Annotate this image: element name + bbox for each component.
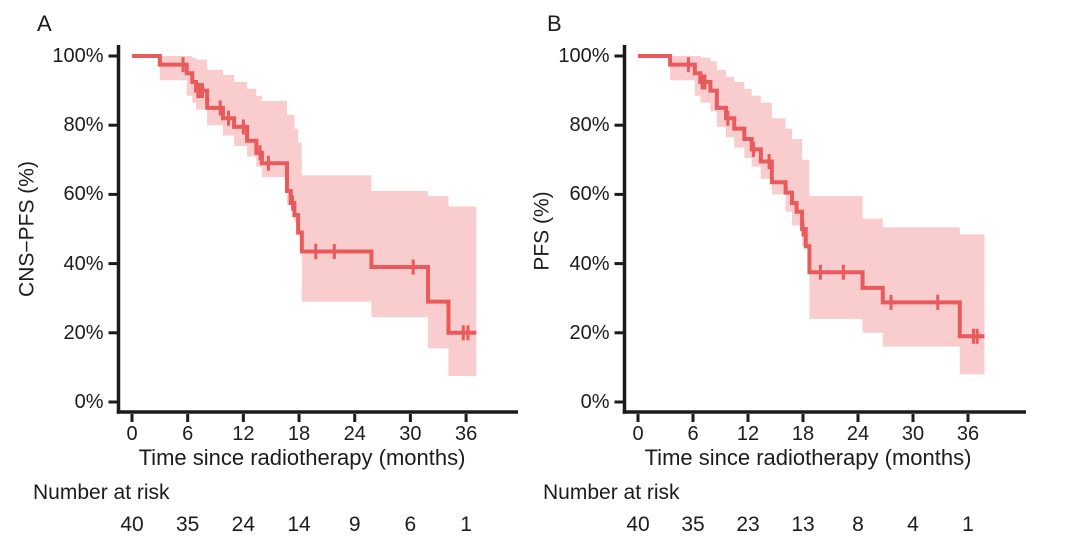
confidence-band-a (159, 56, 477, 377)
y-tick-label-b: 60% (569, 183, 610, 206)
x-tick-label-b: 12 (736, 423, 760, 445)
risk-count-b: 4 (907, 513, 919, 536)
y-tick-label-a: 80% (63, 114, 104, 137)
y-tick-label-b: 0% (580, 391, 610, 413)
x-tick-label-b: 24 (846, 423, 870, 445)
panel-a-y-axis-title: CNS−PFS (%) (15, 161, 39, 297)
x-tick-label-a: 30 (399, 423, 422, 445)
panel-b-number-at-risk-label: Number at risk (543, 481, 680, 504)
panel-b-x-axis-title: Time since radiotherapy (months) (644, 445, 972, 470)
y-tick-label-a: 0% (74, 391, 104, 413)
x-tick-label-b: 18 (791, 423, 815, 445)
y-tick-label-b: 80% (569, 114, 610, 137)
x-tick-label-b: 0 (632, 423, 644, 445)
panel-a-x-axis-title: Time since radiotherapy (months) (138, 445, 466, 470)
risk-count-b: 1 (962, 513, 974, 536)
panel-a-number-at-risk-label: Number at risk (33, 481, 170, 504)
risk-count-b: 23 (736, 513, 760, 536)
x-tick-label-b: 30 (901, 423, 925, 445)
risk-count-a: 14 (287, 513, 311, 536)
y-tick-label-a: 100% (52, 45, 104, 67)
risk-count-a: 1 (460, 513, 472, 536)
confidence-band-b (670, 56, 985, 375)
risk-count-b: 13 (791, 513, 815, 536)
x-tick-label-a: 24 (343, 423, 366, 445)
risk-count-a: 40 (120, 513, 144, 536)
x-tick-label-a: 18 (287, 423, 311, 445)
risk-count-b: 35 (681, 513, 705, 536)
x-tick-label-a: 0 (126, 423, 138, 445)
y-tick-label-b: 20% (569, 321, 610, 344)
risk-count-a: 35 (175, 513, 200, 536)
y-tick-label-a: 40% (63, 252, 104, 275)
x-tick-label-a: 12 (232, 423, 255, 445)
y-tick-label-a: 60% (63, 183, 104, 206)
risk-count-a: 6 (404, 513, 417, 536)
panel-a-label: A (37, 11, 52, 36)
y-tick-label-b: 40% (569, 252, 610, 275)
x-tick-label-a: 6 (182, 423, 194, 445)
survival-curve-b (638, 54, 985, 339)
risk-count-a: 24 (231, 513, 256, 536)
x-tick-label-b: 6 (687, 423, 699, 445)
risk-count-b: 8 (852, 513, 864, 536)
risk-count-b: 40 (626, 513, 650, 536)
risk-count-a: 9 (348, 513, 361, 536)
x-tick-label-a: 36 (454, 423, 478, 445)
y-tick-label-a: 20% (63, 321, 104, 344)
panel-b-label: B (547, 11, 562, 36)
x-tick-label-b: 36 (956, 423, 980, 445)
y-tick-label-b: 100% (558, 45, 610, 67)
